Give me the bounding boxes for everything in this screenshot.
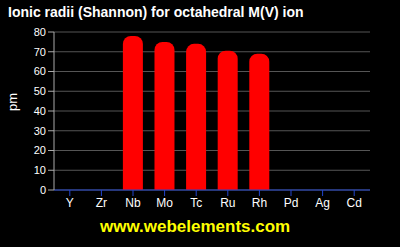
- svg-text:Cd: Cd: [347, 196, 362, 210]
- html-text:Ionic radii (Shannon) for octa: Ionic radii (Shannon) for octahedral M(V…: [8, 4, 304, 20]
- svg-text:80: 80: [34, 26, 46, 38]
- svg-text:50: 50: [34, 85, 46, 97]
- svg-text:Pd: Pd: [284, 196, 299, 210]
- svg-text:Mo: Mo: [156, 196, 173, 210]
- svg-text:10: 10: [34, 164, 46, 176]
- svg-text:Tc: Tc: [190, 196, 202, 210]
- html-text:www.webelements.com: www.webelements.com: [100, 217, 291, 236]
- svg-text:70: 70: [34, 46, 46, 58]
- svg-text:Ag: Ag: [315, 196, 330, 210]
- svg-text:Y: Y: [66, 196, 74, 210]
- svg-text:Nb: Nb: [125, 196, 141, 210]
- svg-text:60: 60: [34, 65, 46, 77]
- svg-text:0: 0: [40, 184, 46, 196]
- svg-text:40: 40: [34, 105, 46, 117]
- svg-text:30: 30: [34, 125, 46, 137]
- svg-text:Rh: Rh: [252, 196, 267, 210]
- svg-text:Zr: Zr: [96, 196, 107, 210]
- svg-text:Ru: Ru: [220, 196, 235, 210]
- svg-text:pm: pm: [8, 93, 20, 111]
- svg-text:20: 20: [34, 144, 46, 156]
